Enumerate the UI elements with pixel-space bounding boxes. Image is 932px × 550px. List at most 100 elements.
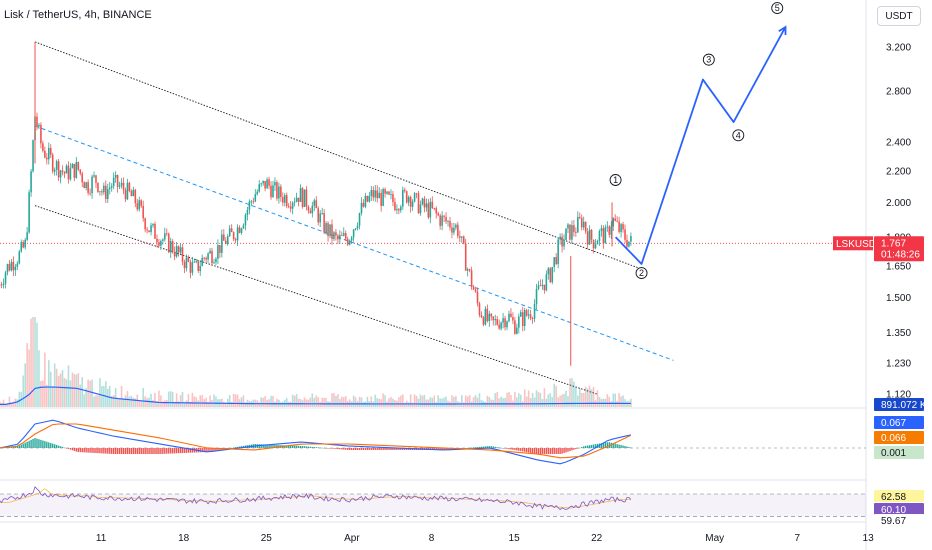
candle-body [344,233,347,239]
candle-body [136,203,139,210]
volume-bar [433,395,436,407]
candle-body [266,179,268,189]
rsi-upper-tag: 62.58 [874,490,924,503]
candle-body [309,210,312,214]
candle-body [352,229,355,238]
macd-hist-bar [183,448,186,453]
price-tick-label: 1.500 [886,293,911,304]
volume-bar [32,317,34,407]
candle-body [337,235,339,240]
candle-body [12,261,15,271]
candle-body [384,189,386,194]
candle-body [242,225,245,229]
macd-hist-bar [317,447,319,448]
candle-body [301,188,304,207]
macd-line [0,419,632,465]
wave-label-circle [771,2,784,15]
candle-body [83,182,85,189]
macd-hist-bar [339,448,341,450]
candle-body [122,182,125,190]
volume-bar [561,394,563,407]
currency-button[interactable]: USDT [877,6,921,26]
volume-bar [352,395,355,407]
candle-body [565,228,567,240]
candle-body [329,224,331,237]
macd-hist-bar [293,445,296,448]
volume-bar [341,396,343,407]
macd-hist-bar [518,448,520,451]
macd-hist-bar [463,448,465,449]
volume-bar [69,380,72,407]
volume-bar [185,400,188,407]
macd-tag-bg [874,416,924,429]
wave-label-circle [732,129,745,142]
volume-bar [478,393,481,407]
candle-body [388,191,390,195]
wave-label-3: 3 [706,55,711,65]
candle-body [494,319,497,321]
signal-tag-bg [874,431,924,444]
candle-body [28,192,30,233]
candle-body [93,175,95,177]
volume-bar [240,397,243,407]
macd-hist-bar [480,446,483,448]
candle-body [152,223,154,226]
volume-bar [148,397,150,407]
volume-bar [142,387,144,407]
macd-hist-bar [386,448,388,450]
macd-hist-bar [445,448,447,450]
candle-body [124,189,127,200]
candle-body [618,221,620,232]
macd-hist-bar [291,445,294,448]
volume-bar [441,398,443,407]
volume-bar [122,399,125,407]
candle-body [578,216,581,218]
macd-hist-bar [486,446,489,448]
candle-body [480,315,483,318]
macd-hist-bar [112,448,115,454]
macd-hist-bar [612,443,614,448]
macd-hist-bar [229,448,231,449]
macd-hist-bar [498,447,500,449]
candle-body [18,251,21,264]
macd-hist-bar [362,448,365,450]
macd-hist-bar [160,448,162,454]
candle-body [628,241,630,247]
candle-body [423,198,426,208]
volume-bar [46,384,48,407]
macd-hist-bar [575,448,577,450]
candle-body [624,229,626,240]
volume-bar [28,349,30,407]
macd-hist-bar [335,448,337,449]
candle-body [586,231,589,245]
macd-hist-bar [134,448,137,454]
candle-body [79,169,82,174]
macd-hist-bar [140,448,142,454]
candle-body [167,233,170,253]
volume-bar [215,396,217,407]
volume-bar [370,396,373,407]
candle-body [295,197,298,202]
price-tick-label: 2.400 [886,138,911,149]
volume-bar [207,401,209,407]
rsi-upper-tag-bg [874,490,924,502]
candle-body [604,227,607,244]
volume-bar [366,396,369,407]
macd-hist-bar [437,448,439,450]
candle-body [61,170,64,172]
macd-hist-bar [297,445,300,448]
volume-bar [75,374,78,407]
macd-hist-bar [266,444,268,448]
macd-hist-bar [142,448,144,454]
candle-body [14,266,17,271]
macd-hist-bar [105,448,107,454]
volume-bar [73,374,76,407]
candle-body [311,205,314,214]
rsi-lower-tag-text: 59.67 [881,516,906,527]
volume-bar [317,397,320,407]
macd-hist-bar [484,446,487,448]
candle-body [187,257,190,262]
candle-body [238,227,241,233]
price-tag-text: 1.767 [881,238,906,249]
